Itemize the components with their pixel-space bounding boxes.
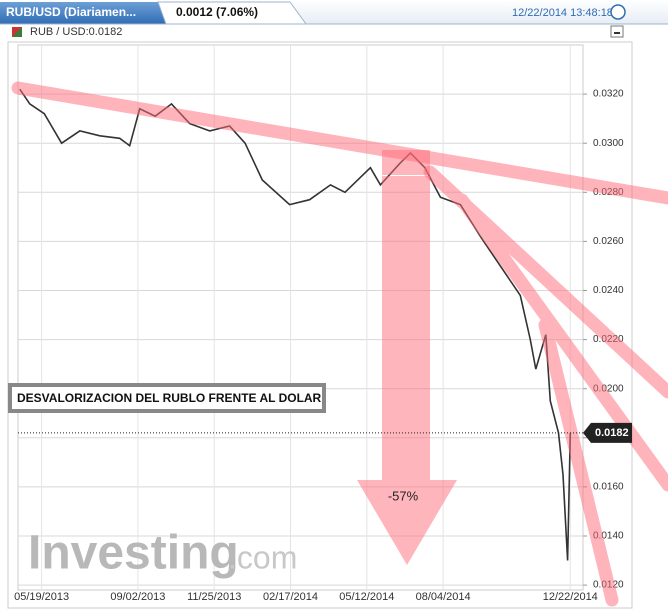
watermark: Investing	[28, 527, 239, 580]
change: 0.0012 (7.06%)	[176, 5, 258, 19]
trend-line	[538, 318, 619, 607]
y-tick-label: 0.0260	[593, 236, 624, 247]
x-tick-label: 05/19/2013	[14, 591, 69, 603]
price-line	[19, 88, 572, 561]
subtitle: RUB / USD:0.0182	[30, 26, 122, 38]
x-tick-label: 08/04/2014	[416, 591, 471, 603]
y-tick-label: 0.0240	[593, 285, 624, 296]
icon	[12, 27, 22, 37]
y-tick-label: 0.0200	[593, 383, 624, 394]
drop-arrow	[357, 176, 457, 565]
y-tick-label: 0.0160	[593, 482, 624, 493]
annotation-box	[8, 383, 326, 413]
price-tag-label: 0.0182	[595, 427, 629, 439]
y-tick-label: 0.0140	[593, 531, 624, 542]
refresh-button[interactable]	[610, 4, 626, 20]
drop-label: -57%	[388, 488, 419, 503]
annotation: DESVALORIZACION DEL RUBLO FRENTE AL DOLA…	[17, 391, 322, 405]
tab-info	[157, 1, 307, 25]
tab-title[interactable]: RUB/USD (Diariamen...	[6, 5, 136, 19]
y-tick-label: 0.0320	[593, 89, 624, 100]
trend-line	[455, 193, 668, 492]
timestamp: 12/22/2014 13:48:18	[512, 7, 613, 19]
panel	[7, 41, 633, 609]
minimize-button[interactable]	[610, 25, 624, 38]
y-tick-label: 0.0300	[593, 138, 624, 149]
price-tag	[583, 422, 632, 443]
trend-lines	[11, 81, 668, 607]
tab[interactable]	[0, 2, 166, 24]
x-tick-label: 12/22/2014	[543, 591, 598, 603]
trend-line	[11, 81, 668, 205]
x-tick-label: 05/12/2014	[339, 591, 394, 603]
x-tick-label: 09/02/2013	[110, 591, 165, 603]
watermark: .com	[228, 539, 297, 575]
x-tick-label: 02/17/2014	[263, 591, 318, 603]
high-box	[382, 150, 430, 175]
x-tick-label: 11/25/2013	[187, 591, 241, 603]
